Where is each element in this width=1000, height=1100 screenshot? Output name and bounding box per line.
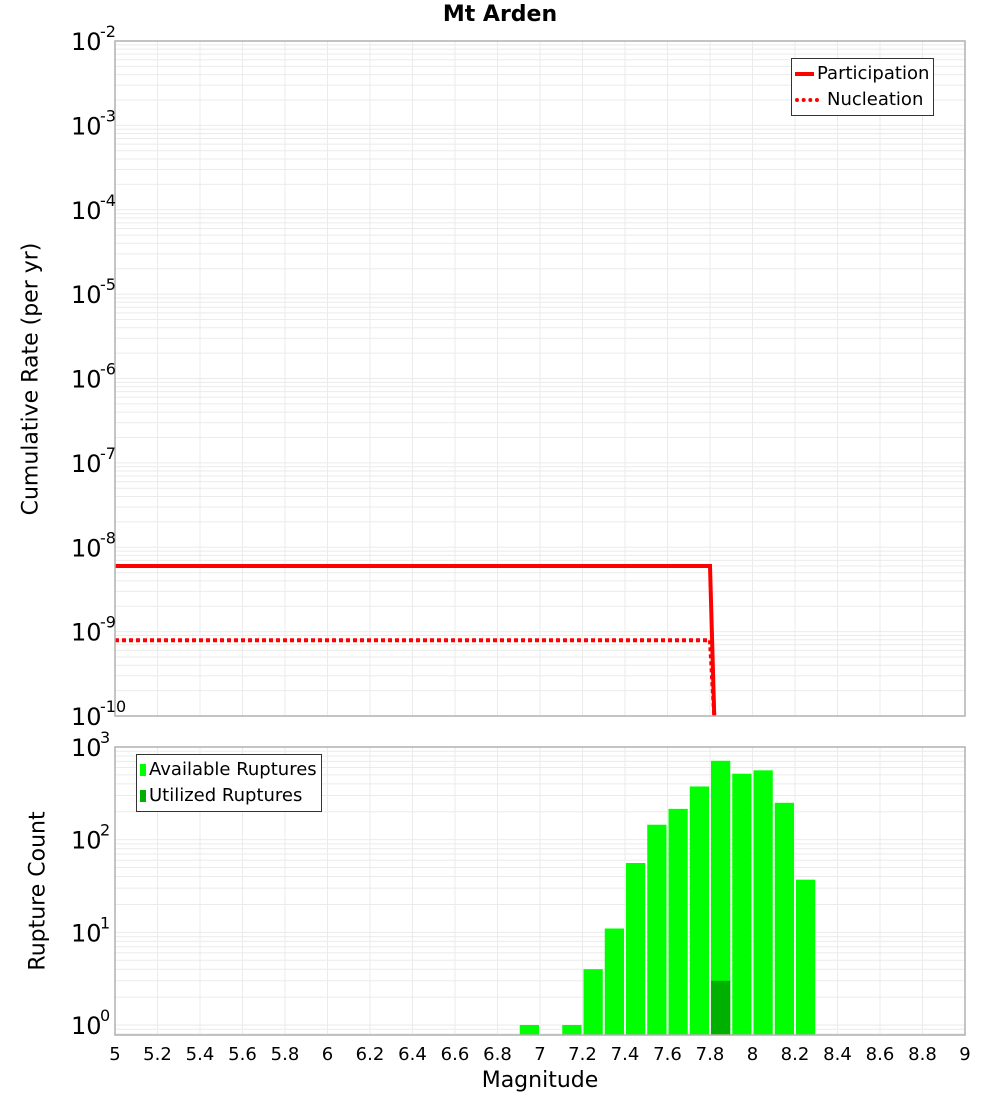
bar: [774, 802, 794, 1035]
x-tick-label: 7.2: [568, 1044, 597, 1065]
bar: [711, 760, 731, 1035]
svg-text:-2: -2: [100, 22, 116, 41]
x-tick-label: 6.4: [398, 1044, 427, 1065]
svg-text:-3: -3: [100, 106, 116, 125]
svg-text:0: 0: [100, 1006, 110, 1025]
x-axis-label: Magnitude: [481, 1068, 599, 1093]
y-tick-label: 10: [71, 534, 102, 562]
legend-item-nucleation: Nucleation: [795, 87, 929, 113]
svg-text:-9: -9: [100, 613, 116, 632]
bar: [626, 863, 646, 1035]
bar: [583, 969, 603, 1035]
y-tick-label: 10: [71, 450, 102, 478]
x-tick-label: 8: [747, 1044, 758, 1065]
legend-label: Utilized Ruptures: [149, 785, 303, 806]
svg-text:-10: -10: [100, 697, 126, 716]
y-tick-label: 10: [71, 112, 102, 140]
bar: [604, 928, 624, 1035]
x-tick-label: 7: [534, 1044, 545, 1065]
legend-label: Available Ruptures: [149, 759, 317, 780]
bottom-y-axis-label: Rupture Count: [25, 811, 51, 971]
legend-item-participation: Participation: [795, 61, 929, 87]
y-tick-label: 10: [71, 827, 102, 855]
chart-title: Mt Arden: [442, 2, 558, 27]
y-tick-label: 10: [71, 366, 102, 394]
bar: [647, 824, 667, 1035]
legend-item-available-ruptures: Available Ruptures: [140, 757, 317, 783]
svg-text:3: 3: [100, 728, 110, 747]
x-tick-label: 8.2: [781, 1044, 810, 1065]
x-tick-label: 8.4: [823, 1044, 852, 1065]
legend-item-utilized-ruptures: Utilized Ruptures: [140, 783, 317, 809]
bar: [519, 1025, 539, 1035]
dotted-line-swatch-icon: [795, 98, 819, 102]
bar: [689, 786, 709, 1035]
bar: [562, 1025, 582, 1035]
solid-line-swatch-icon: [795, 72, 814, 76]
bar-swatch-icon: [140, 764, 146, 776]
series-line: [115, 638, 717, 717]
x-tick-label: 5.2: [143, 1044, 172, 1065]
x-tick-label: 6.8: [483, 1044, 512, 1065]
legend-label: Nucleation: [827, 89, 924, 110]
top-y-axis-label: Cumulative Rate (per yr): [18, 242, 44, 516]
x-tick-label: 5.8: [271, 1044, 300, 1065]
svg-text:-6: -6: [100, 360, 116, 379]
top-legend: Participation Nucleation: [791, 58, 935, 116]
x-tick-label: 8.8: [908, 1044, 937, 1065]
x-tick-label: 9: [959, 1044, 970, 1065]
svg-text:-8: -8: [100, 528, 116, 547]
bar: [732, 773, 752, 1035]
legend-label: Participation: [817, 63, 930, 84]
svg-text:-4: -4: [100, 191, 116, 210]
top-plot-area: 10-210-310-410-510-610-710-810-910-10: [71, 22, 966, 731]
x-tick-label: 6.6: [441, 1044, 470, 1065]
bar: [753, 770, 773, 1035]
y-tick-label: 10: [71, 619, 102, 647]
y-tick-label: 10: [71, 197, 102, 225]
y-tick-label: 10: [71, 281, 102, 309]
svg-text:2: 2: [100, 821, 110, 840]
bar: [796, 879, 816, 1035]
series-line: [115, 563, 717, 717]
svg-text:1: 1: [100, 913, 110, 932]
x-tick-label: 6: [322, 1044, 333, 1065]
bottom-legend: Available Ruptures Utilized Ruptures: [136, 754, 322, 812]
bar-swatch-icon: [140, 790, 146, 802]
x-tick-label: 7.6: [653, 1044, 682, 1065]
svg-text:-7: -7: [100, 444, 116, 463]
y-tick-label: 10: [71, 28, 102, 56]
x-tick-label: 8.6: [866, 1044, 895, 1065]
x-tick-label: 5.6: [228, 1044, 257, 1065]
x-tick-label: 5: [109, 1044, 120, 1065]
svg-text:-5: -5: [100, 275, 116, 294]
bar: [711, 980, 731, 1035]
x-tick-label: 5.4: [186, 1044, 215, 1065]
y-tick-label: 10: [71, 703, 102, 731]
x-tick-label: 7.8: [696, 1044, 725, 1065]
y-tick-label: 10: [71, 734, 102, 762]
x-tick-label: 6.2: [356, 1044, 385, 1065]
y-tick-label: 10: [71, 1012, 102, 1040]
x-tick-label: 7.4: [611, 1044, 640, 1065]
y-tick-label: 10: [71, 919, 102, 947]
bar: [668, 808, 688, 1035]
